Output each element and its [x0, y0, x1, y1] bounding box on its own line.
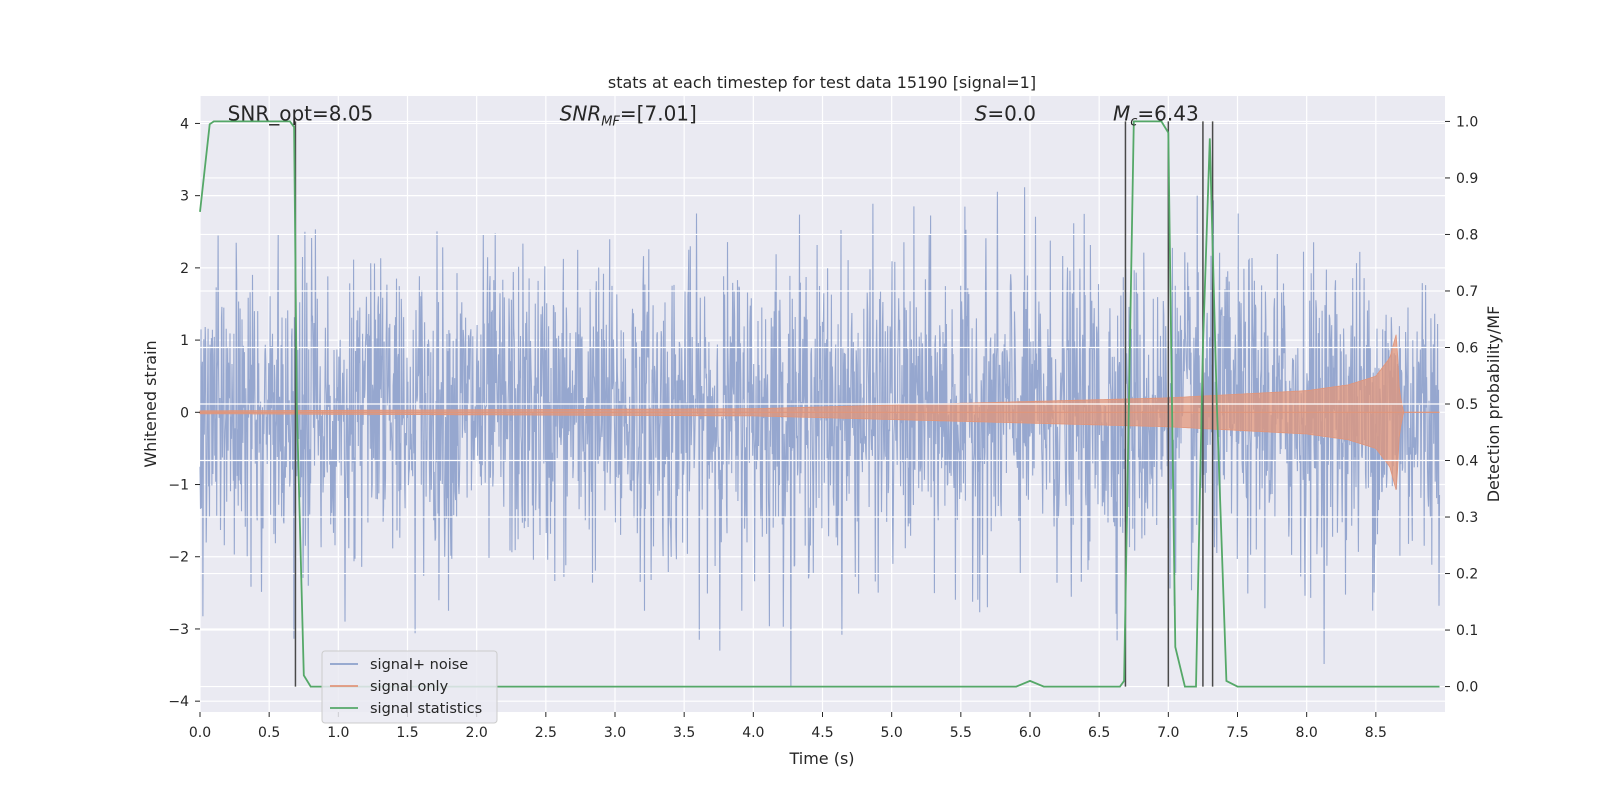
signal-statistics-series — [199, 120, 1440, 688]
x-tick-label: 1.5 — [396, 725, 418, 741]
x-tick-label: 0.0 — [189, 725, 211, 741]
x-tick-label: 2.0 — [466, 725, 488, 741]
x-tick-label: 7.0 — [1157, 725, 1179, 741]
x-tick-label: 2.5 — [535, 725, 557, 741]
y-right-tick-label: 0.2 — [1456, 567, 1478, 583]
legend-label-signal: signal only — [370, 679, 449, 695]
y-right-tick-label: 0.9 — [1456, 171, 1478, 187]
y-left-tick-label: −2 — [168, 550, 189, 566]
legend-box — [321, 650, 498, 724]
y-left-ticks: 4 3 2 1 0 −1 −2 −3 −4 — [168, 116, 200, 710]
y-right-tick-label: 0.7 — [1456, 284, 1478, 300]
annotation-3: Mc=6.43 — [1113, 101, 1199, 129]
y-axis-label-left: Whitened strain — [141, 340, 160, 467]
y-right-tick-label: 0.5 — [1456, 397, 1478, 413]
y-left-tick-label: −1 — [168, 478, 189, 494]
signal-only-series — [199, 334, 1440, 491]
signal-statistics-line — [199, 120, 1440, 688]
y-right-ticks: 1.0 0.9 0.8 0.7 0.6 0.5 0.4 0.3 0.2 0.1 0.0 — [1445, 114, 1478, 696]
y-left-tick-label: 0 — [180, 405, 189, 421]
x-tick-label: 5.5 — [950, 725, 972, 741]
y-right-tick-label: 1.0 — [1456, 114, 1478, 130]
x-tick-label: 8.0 — [1296, 725, 1318, 741]
x-ticks: 0.0 0.5 1.0 1.5 2.0 2.5 3.0 3.5 4.0 4.5 5.0 5.5 6.0 6… — [189, 712, 1387, 741]
annotation-1: SNRMF=[7.01] — [560, 101, 697, 129]
y-right-tick-label: 0.0 — [1456, 680, 1478, 696]
x-tick-label: 0.5 — [258, 725, 280, 741]
y-left-tick-label: 4 — [180, 116, 189, 132]
x-tick-label: 6.0 — [1019, 725, 1041, 741]
x-axis-label: Time (s) — [788, 749, 854, 768]
y-right-tick-label: 0.6 — [1456, 340, 1478, 356]
y-left-tick-label: −4 — [168, 694, 189, 710]
x-tick-label: 4.0 — [742, 725, 764, 741]
x-tick-label: 4.5 — [811, 725, 833, 741]
x-tick-label: 5.0 — [881, 725, 903, 741]
x-tick-label: 8.5 — [1365, 725, 1387, 741]
x-tick-label: 7.5 — [1226, 725, 1248, 741]
x-tick-label: 1.0 — [327, 725, 349, 741]
annotation-0: SNR_opt=8.05 — [228, 101, 374, 125]
y-left-tick-label: 2 — [180, 261, 189, 277]
y-right-tick-label: 0.8 — [1456, 227, 1478, 243]
y-left-tick-label: 1 — [180, 333, 189, 349]
chart-title: stats at each timestep for test data 151… — [608, 73, 1036, 92]
y-left-tick-label: 3 — [180, 189, 189, 205]
annotations: SNR_opt=8.05 SNRMF=[7.01] S=0.0 Mc=6.43 — [228, 101, 1199, 129]
y-right-tick-label: 0.3 — [1456, 510, 1478, 526]
y-right-tick-label: 0.1 — [1456, 623, 1478, 639]
legend: signal+ noise signal only signal statist… — [321, 650, 498, 724]
legend-label-stats: signal statistics — [370, 701, 482, 717]
y-left-tick-label: −3 — [168, 622, 189, 638]
right-grid — [200, 120, 1445, 688]
x-tick-label: 3.5 — [673, 725, 695, 741]
x-tick-label: 3.0 — [604, 725, 626, 741]
x-tick-label: 6.5 — [1088, 725, 1110, 741]
y-axis-label-right: Detection probability/MF — [1484, 306, 1503, 503]
annotation-2: S=0.0 — [975, 101, 1036, 125]
legend-label-noise: signal+ noise — [370, 657, 468, 673]
y-right-tick-label: 0.4 — [1456, 454, 1478, 470]
